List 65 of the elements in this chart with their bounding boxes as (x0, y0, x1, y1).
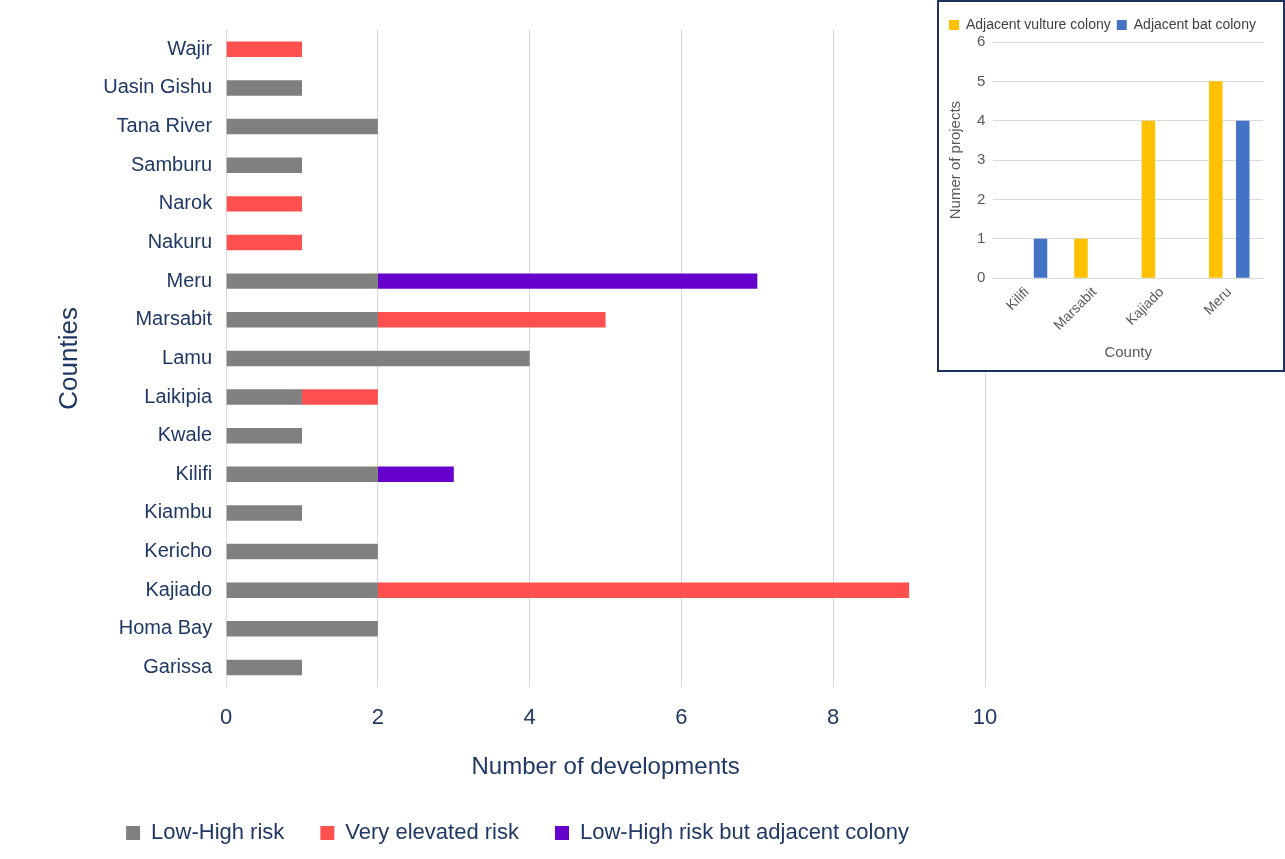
y-tick-label: 3 (977, 150, 986, 168)
bar (1033, 238, 1048, 278)
y-tick-label: 2 (977, 189, 986, 207)
bar (377, 273, 758, 289)
bar (226, 80, 303, 96)
x-tick-label: 0 (220, 704, 233, 730)
y-tick-label: Kajiado (145, 577, 213, 600)
bar (226, 118, 378, 135)
bar (377, 312, 606, 328)
y-tick-label: Nakuru (147, 230, 213, 253)
legend-label: Low-High risk but adjacent colony (579, 819, 909, 845)
y-tick-label: Samburu (130, 152, 213, 175)
legend-label: Very elevated risk (345, 819, 520, 845)
y-tick-label: Laikipia (144, 384, 214, 407)
bar (1074, 238, 1088, 278)
y-tick-label: Tana River (116, 114, 213, 137)
legend-label: Low-High risk (151, 819, 286, 845)
bar (226, 312, 378, 328)
y-tick-label: 1 (977, 228, 986, 246)
bar (1236, 120, 1250, 278)
x-tick-label: 4 (523, 704, 536, 730)
y-tick-label: Wajir (167, 36, 213, 59)
y-tick-label: Kiambu (144, 500, 213, 523)
x-axis-title: Number of developments (471, 752, 740, 780)
y-tick-label: Garissa (143, 655, 214, 677)
y-axis-title: Numer of projects (946, 100, 964, 220)
y-tick-label: Uasin Gishu (103, 75, 213, 98)
y-tick-label: Narok (158, 191, 214, 214)
bar (302, 389, 378, 405)
y-tick-label: Kwale (157, 423, 213, 446)
x-tick-label: 8 (827, 704, 840, 730)
x-tick-label: 10 (972, 704, 998, 730)
bar (226, 350, 530, 367)
y-tick-label: Meru (166, 268, 213, 291)
x-tick-label: 6 (675, 704, 688, 730)
y-tick-label: Kericho (144, 539, 213, 562)
y-tick-label: 0 (977, 268, 986, 286)
bar (226, 41, 303, 58)
bar (377, 582, 910, 598)
bar (226, 621, 378, 637)
y-tick-label: 4 (977, 110, 986, 128)
bar (1209, 81, 1223, 278)
bar (226, 196, 303, 212)
bar (226, 543, 378, 560)
bar (226, 659, 303, 676)
y-axis-title: Counties (52, 307, 83, 410)
bar (226, 273, 378, 289)
y-tick-label: 5 (977, 71, 986, 89)
y-tick-label: 6 (977, 32, 986, 50)
bar (226, 505, 303, 521)
bar (226, 157, 303, 173)
y-tick-label: Homa Bay (118, 616, 213, 639)
y-tick-label: Kilifi (175, 461, 213, 484)
legend-label: Adjacent bat colony (1133, 15, 1256, 32)
legend-label: Adjacent vulture colony (966, 15, 1111, 32)
x-axis-title: County (1104, 343, 1153, 361)
x-tick-label: 2 (371, 704, 385, 730)
bar (226, 234, 303, 251)
bar (377, 466, 454, 483)
bar (226, 466, 378, 483)
bar (226, 582, 378, 598)
bar (226, 427, 303, 444)
bar (1141, 120, 1156, 278)
bar (226, 389, 303, 405)
y-tick-label: Lamu (162, 345, 213, 368)
